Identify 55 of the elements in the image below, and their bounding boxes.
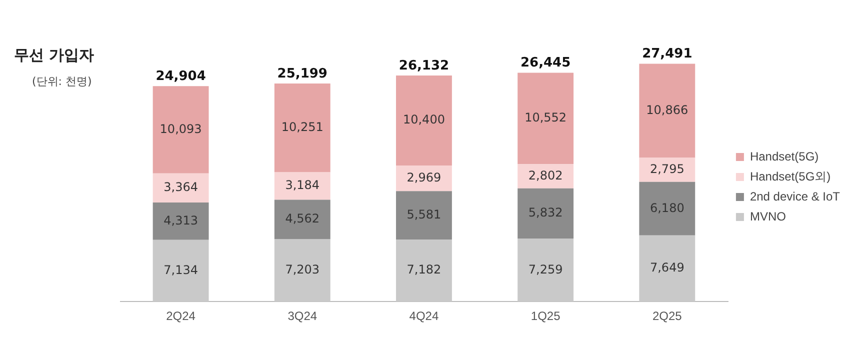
text: (단위: 천명) [32,74,92,89]
x-tick-label: 1Q25 [530,309,561,324]
x-tick-label: 4Q24 [409,309,439,324]
data-label: 3,184 [285,178,320,192]
legend-label: 2nd device & IoT [750,189,841,204]
bar [639,235,696,302]
bar [274,200,330,240]
data-label: 7,649 [650,260,684,275]
data-label: 6,180 [650,200,684,215]
legend-label: MVNO [750,209,786,224]
x-tick-label: 3Q24 [288,309,318,324]
bar [274,84,330,172]
data-label: 5,581 [406,207,442,222]
bar [152,86,209,174]
data-label: 2,795 [650,162,684,176]
total-label: 26,132 [398,58,450,74]
bar [639,64,696,158]
bar [518,188,574,239]
legend-label: Handset(5G) [750,149,819,164]
bar [152,202,209,240]
data-label: 10,866 [646,102,688,117]
x-tick-label: 2Q25 [652,309,682,324]
bar [518,164,574,188]
bar [396,239,452,302]
total-label: 25,199 [277,66,328,82]
bar [639,158,696,182]
total-label: 26,445 [520,56,571,71]
legend-label: Handset(5G외) [750,169,831,184]
data-label: 2,969 [406,170,442,184]
bar [152,173,209,203]
data-label: 3,364 [164,180,198,194]
data-label: 10,251 [281,120,324,134]
data-label: 5,832 [528,206,563,220]
bar [274,239,330,302]
bar [639,182,696,236]
x-tick-label: 2Q24 [166,309,196,324]
data-label: 4,562 [285,212,320,226]
data-label: 7,259 [528,262,563,276]
bar [518,72,574,164]
bar [274,172,330,200]
data-label: 7,203 [285,262,320,277]
data-label: 7,134 [164,262,198,277]
total-label: 27,491 [642,46,692,62]
bar [396,75,452,166]
bar [152,240,209,302]
data-label: 4,313 [164,213,198,228]
data-label: 2,802 [528,168,563,182]
chart-title: 무선 가입자 [14,46,94,65]
bar [518,238,574,302]
total-label: 24,904 [156,68,206,84]
data-label: 10,093 [160,122,202,136]
data-label: 10,552 [524,110,567,125]
data-label: 7,182 [406,262,442,277]
data-label: 10,400 [402,112,445,127]
bar [396,191,452,240]
